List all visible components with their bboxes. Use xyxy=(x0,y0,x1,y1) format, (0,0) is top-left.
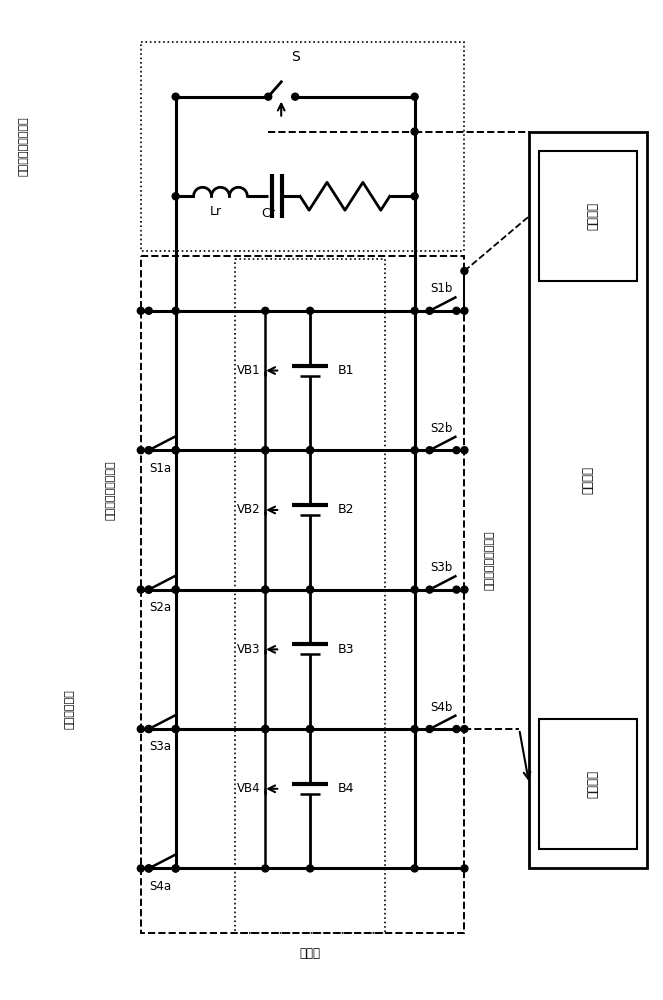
Text: S1b: S1b xyxy=(430,282,453,295)
Text: S3b: S3b xyxy=(430,561,453,574)
Circle shape xyxy=(426,447,433,454)
Circle shape xyxy=(137,307,145,314)
Circle shape xyxy=(145,307,152,314)
Circle shape xyxy=(453,307,460,314)
Circle shape xyxy=(411,128,418,135)
Circle shape xyxy=(453,447,460,454)
Text: B4: B4 xyxy=(338,782,355,795)
Circle shape xyxy=(262,586,269,593)
Circle shape xyxy=(262,586,269,593)
Circle shape xyxy=(172,726,179,733)
Circle shape xyxy=(172,193,179,200)
Text: S: S xyxy=(291,50,300,64)
Circle shape xyxy=(306,726,314,733)
Circle shape xyxy=(145,865,152,872)
Text: 均衡直流母线的负极: 均衡直流母线的负极 xyxy=(485,530,495,590)
Text: VB1: VB1 xyxy=(237,364,261,377)
Circle shape xyxy=(137,586,145,593)
Bar xyxy=(235,259,385,933)
Circle shape xyxy=(306,447,314,454)
Circle shape xyxy=(306,865,314,872)
Circle shape xyxy=(453,726,460,733)
Circle shape xyxy=(262,726,269,733)
Circle shape xyxy=(172,726,179,733)
Text: S2a: S2a xyxy=(150,601,172,614)
Circle shape xyxy=(461,865,468,872)
Circle shape xyxy=(172,93,179,100)
Circle shape xyxy=(426,586,433,593)
Text: 主控制器: 主控制器 xyxy=(581,466,595,494)
Text: B1: B1 xyxy=(338,364,355,377)
Bar xyxy=(539,151,636,281)
Circle shape xyxy=(145,726,152,733)
Circle shape xyxy=(137,865,145,872)
Circle shape xyxy=(145,586,152,593)
Circle shape xyxy=(137,726,145,733)
Circle shape xyxy=(306,726,314,733)
Text: Cr: Cr xyxy=(261,207,275,220)
Circle shape xyxy=(453,586,460,593)
Circle shape xyxy=(145,726,152,733)
Text: 选通开关网络: 选通开关网络 xyxy=(64,689,74,729)
Circle shape xyxy=(145,447,152,454)
Circle shape xyxy=(262,447,269,454)
Circle shape xyxy=(292,93,298,100)
Text: 检测电路: 检测电路 xyxy=(586,770,599,798)
Circle shape xyxy=(262,865,269,872)
Circle shape xyxy=(306,307,314,314)
Circle shape xyxy=(306,586,314,593)
Circle shape xyxy=(172,447,179,454)
Text: VB3: VB3 xyxy=(237,643,261,656)
Circle shape xyxy=(262,307,269,314)
Circle shape xyxy=(262,447,269,454)
Circle shape xyxy=(145,865,152,872)
Circle shape xyxy=(145,447,152,454)
Text: 电感电容准谐振单元: 电感电容准谐振单元 xyxy=(19,117,29,176)
Circle shape xyxy=(265,93,272,100)
Circle shape xyxy=(426,726,433,733)
Circle shape xyxy=(411,307,418,314)
Bar xyxy=(529,132,646,868)
Circle shape xyxy=(426,307,433,314)
Bar xyxy=(539,719,636,849)
Text: Lr: Lr xyxy=(210,205,221,218)
Circle shape xyxy=(411,726,418,733)
Text: S2b: S2b xyxy=(430,422,453,435)
Text: B2: B2 xyxy=(338,503,355,516)
Circle shape xyxy=(411,865,418,872)
Text: S4a: S4a xyxy=(150,880,172,893)
Circle shape xyxy=(172,307,179,314)
Bar xyxy=(141,256,465,933)
Circle shape xyxy=(306,447,314,454)
Text: VB4: VB4 xyxy=(237,782,261,795)
Circle shape xyxy=(137,447,145,454)
Circle shape xyxy=(172,586,179,593)
Circle shape xyxy=(461,586,468,593)
Text: S4b: S4b xyxy=(430,701,453,714)
Text: 开关驱动: 开关驱动 xyxy=(586,202,599,230)
Circle shape xyxy=(172,865,179,872)
Text: B3: B3 xyxy=(338,643,355,656)
Text: 电池组: 电池组 xyxy=(300,947,321,960)
Text: VB2: VB2 xyxy=(237,503,261,516)
Circle shape xyxy=(411,447,418,454)
Text: 均衡直流母线的正极: 均衡直流母线的正极 xyxy=(106,460,116,520)
Circle shape xyxy=(172,447,179,454)
Circle shape xyxy=(411,193,418,200)
Circle shape xyxy=(461,726,468,733)
Circle shape xyxy=(411,93,418,100)
Circle shape xyxy=(306,586,314,593)
Circle shape xyxy=(172,586,179,593)
Circle shape xyxy=(145,586,152,593)
Text: S1a: S1a xyxy=(150,462,172,475)
Circle shape xyxy=(172,865,179,872)
Circle shape xyxy=(262,726,269,733)
Text: S3a: S3a xyxy=(150,740,172,753)
Circle shape xyxy=(461,447,468,454)
Circle shape xyxy=(461,267,468,274)
Bar xyxy=(141,42,465,251)
Circle shape xyxy=(461,307,468,314)
Circle shape xyxy=(411,586,418,593)
